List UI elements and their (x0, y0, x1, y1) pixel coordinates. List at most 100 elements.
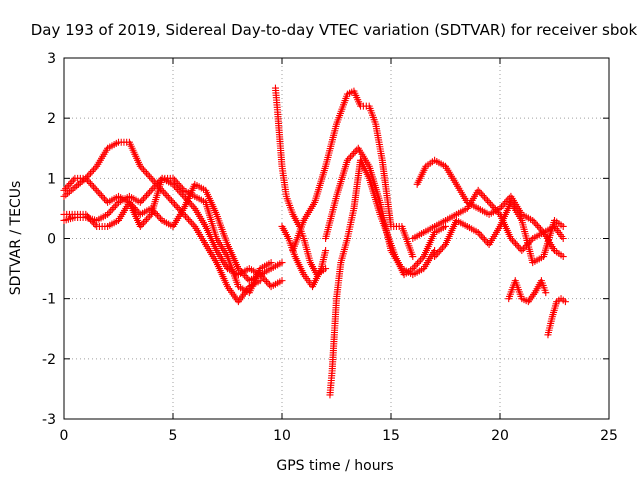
data-point (529, 216, 537, 224)
data-point (488, 202, 496, 210)
data-point (141, 193, 149, 201)
data-point (239, 270, 247, 278)
data-point (530, 218, 538, 226)
data-point (164, 193, 172, 201)
data-point (146, 173, 154, 181)
data-point (143, 169, 151, 177)
data-point (501, 199, 509, 207)
data-point (559, 235, 567, 242)
data-point (519, 245, 527, 253)
series-track-3 (60, 180, 286, 291)
data-point (90, 183, 98, 191)
data-point (139, 195, 147, 203)
data-point (147, 186, 155, 194)
data-point (111, 202, 119, 210)
data-point (88, 217, 96, 225)
data-point (90, 219, 98, 227)
data-point (479, 192, 487, 200)
series-track-7 (289, 87, 417, 261)
data-point (88, 167, 96, 175)
data-point (498, 203, 506, 211)
data-point (261, 276, 269, 284)
data-point (512, 240, 520, 248)
data-point (561, 298, 569, 306)
data-point (85, 214, 93, 222)
data-point (152, 179, 160, 187)
data-point (150, 178, 158, 186)
data-point (351, 148, 359, 156)
data-point (490, 204, 498, 212)
data-point (484, 197, 492, 205)
data-point (93, 186, 101, 194)
data-point (482, 237, 490, 245)
data-point (60, 186, 68, 194)
y-tick-label: 3 (47, 51, 56, 67)
data-point (144, 190, 152, 198)
data-point (78, 177, 86, 185)
data-point (152, 210, 160, 218)
x-tick-label: 25 (600, 428, 618, 444)
data-point (476, 230, 484, 238)
data-point (163, 192, 171, 200)
data-point (167, 197, 175, 205)
data-point (413, 259, 421, 267)
data-point (91, 185, 99, 193)
data-point (348, 151, 356, 159)
data-point (146, 188, 154, 196)
data-point (82, 210, 90, 218)
data-point (172, 178, 180, 186)
data-point (149, 176, 157, 184)
data-point (144, 171, 152, 179)
data-point (345, 155, 353, 163)
data-point (350, 149, 358, 157)
data-point (242, 273, 250, 281)
series-track-2 (60, 138, 264, 306)
data-point (533, 222, 541, 230)
data-point (322, 247, 330, 255)
data-point (160, 188, 168, 196)
data-point (86, 216, 94, 224)
data-point (417, 256, 425, 264)
data-point (181, 212, 189, 220)
data-point (96, 190, 104, 198)
data-point (438, 244, 446, 252)
data-point (143, 192, 151, 200)
data-point (440, 242, 448, 250)
data-point (186, 217, 194, 225)
data-point (138, 197, 146, 205)
data-point (69, 176, 77, 184)
data-point (68, 178, 76, 186)
data-point (83, 176, 91, 184)
series-track-10 (413, 156, 567, 261)
data-point (515, 243, 523, 251)
data-points (60, 84, 569, 399)
data-point (172, 202, 180, 210)
data-point (110, 204, 118, 212)
data-point (88, 181, 96, 189)
data-point (99, 193, 107, 201)
x-axis: 0 5 10 15 20 25 (60, 58, 618, 444)
data-point (91, 221, 99, 229)
data-point (480, 235, 488, 243)
data-point (474, 186, 482, 194)
data-point (278, 277, 286, 285)
x-tick-label: 0 (60, 428, 69, 444)
data-point (94, 188, 102, 196)
data-point (139, 219, 147, 227)
data-point (161, 190, 169, 198)
data-point (139, 166, 147, 174)
data-point (143, 216, 151, 224)
data-point (432, 251, 440, 259)
data-point (113, 200, 121, 208)
data-point (412, 261, 420, 269)
data-point (65, 181, 73, 189)
data-point (188, 219, 196, 227)
data-point (485, 198, 493, 206)
data-point (476, 188, 484, 196)
data-point (75, 180, 83, 188)
data-point (171, 200, 179, 208)
x-tick-label: 10 (273, 428, 291, 444)
y-tick-label: -3 (42, 412, 56, 428)
data-point (241, 271, 249, 279)
data-point (169, 174, 177, 182)
